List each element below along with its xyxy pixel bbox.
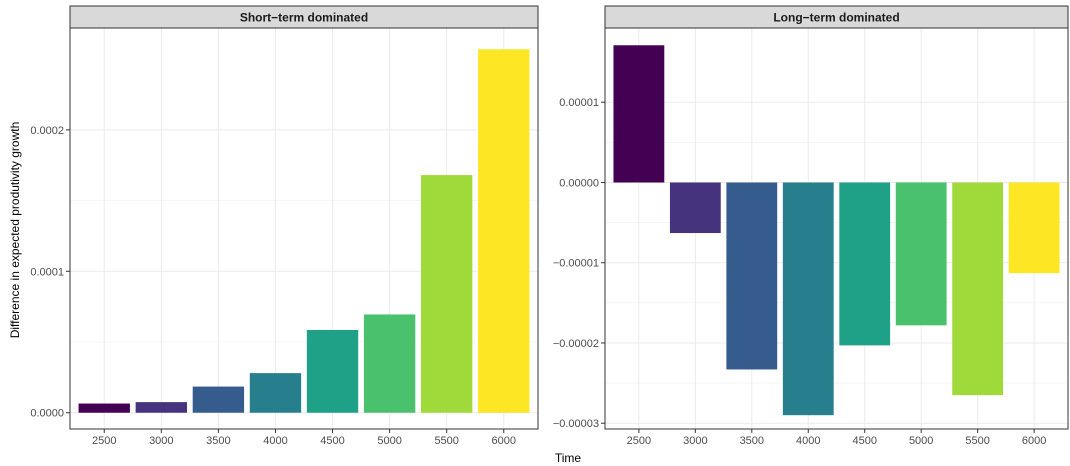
x-tick-label: 5500 bbox=[434, 435, 458, 447]
x-tick-label: 4500 bbox=[320, 435, 344, 447]
y-tick-label: 0.0000 bbox=[30, 408, 64, 420]
bar-4500 bbox=[306, 329, 359, 413]
y-tick-label: −0.00003 bbox=[553, 418, 599, 430]
bar-5500 bbox=[421, 175, 473, 413]
x-axis-label: Time bbox=[555, 451, 582, 465]
bar-5000 bbox=[895, 182, 947, 326]
x-tick-label: 5500 bbox=[965, 435, 989, 447]
panels: Short−term dominated 0.0000 0.0001 0.0002 25… bbox=[30, 5, 1069, 447]
panel-2: Long−term dominated −0.00003 −0.00002 −0.00… bbox=[553, 5, 1069, 447]
y-axis-label: Difference in expected produtivity growt… bbox=[8, 122, 22, 339]
panel-1: Short−term dominated 0.0000 0.0001 0.0002 25… bbox=[30, 5, 539, 447]
y-tick-label: −0.00002 bbox=[553, 338, 599, 350]
bar-4000 bbox=[782, 182, 834, 416]
x-tick-label: 5000 bbox=[909, 435, 933, 447]
x-tick-label: 2500 bbox=[92, 435, 116, 447]
x-tick-label: 4000 bbox=[263, 435, 287, 447]
x-tick-label: 3500 bbox=[740, 435, 764, 447]
panel-border bbox=[69, 27, 539, 430]
x-tick-label: 4000 bbox=[796, 435, 820, 447]
y-tick-label: −0.00001 bbox=[553, 258, 599, 270]
bar-4500 bbox=[839, 182, 891, 346]
y-tick-label: 0.00000 bbox=[559, 177, 599, 189]
bar-3500 bbox=[192, 386, 245, 413]
bar-3000 bbox=[135, 402, 187, 413]
x-tick-label: 6000 bbox=[1022, 435, 1046, 447]
x-tick-label: 4500 bbox=[852, 435, 876, 447]
bar-3500 bbox=[726, 182, 778, 370]
y-tick-label: 0.00001 bbox=[559, 97, 599, 109]
panel-border bbox=[604, 27, 1069, 430]
x-tick-label: 3000 bbox=[149, 435, 173, 447]
bar-2500 bbox=[613, 45, 665, 183]
y-tick-label: 0.0002 bbox=[30, 125, 64, 137]
bar-5000 bbox=[363, 314, 416, 413]
bar-2500 bbox=[78, 403, 130, 413]
x-tick-label: 6000 bbox=[492, 435, 516, 447]
x-tick-label: 2500 bbox=[627, 435, 651, 447]
facet-title: Long−term dominated bbox=[773, 11, 899, 25]
x-tick-label: 5000 bbox=[377, 435, 401, 447]
facet-title: Short−term dominated bbox=[240, 11, 368, 25]
x-tick-label: 3500 bbox=[206, 435, 230, 447]
bar-4000 bbox=[249, 373, 302, 413]
bar-5500 bbox=[952, 182, 1004, 396]
y-tick-label: 0.0001 bbox=[30, 266, 64, 278]
bar-6000 bbox=[478, 49, 530, 413]
bar-3000 bbox=[669, 182, 721, 234]
x-tick-label: 3000 bbox=[683, 435, 707, 447]
bar-6000 bbox=[1008, 182, 1060, 274]
